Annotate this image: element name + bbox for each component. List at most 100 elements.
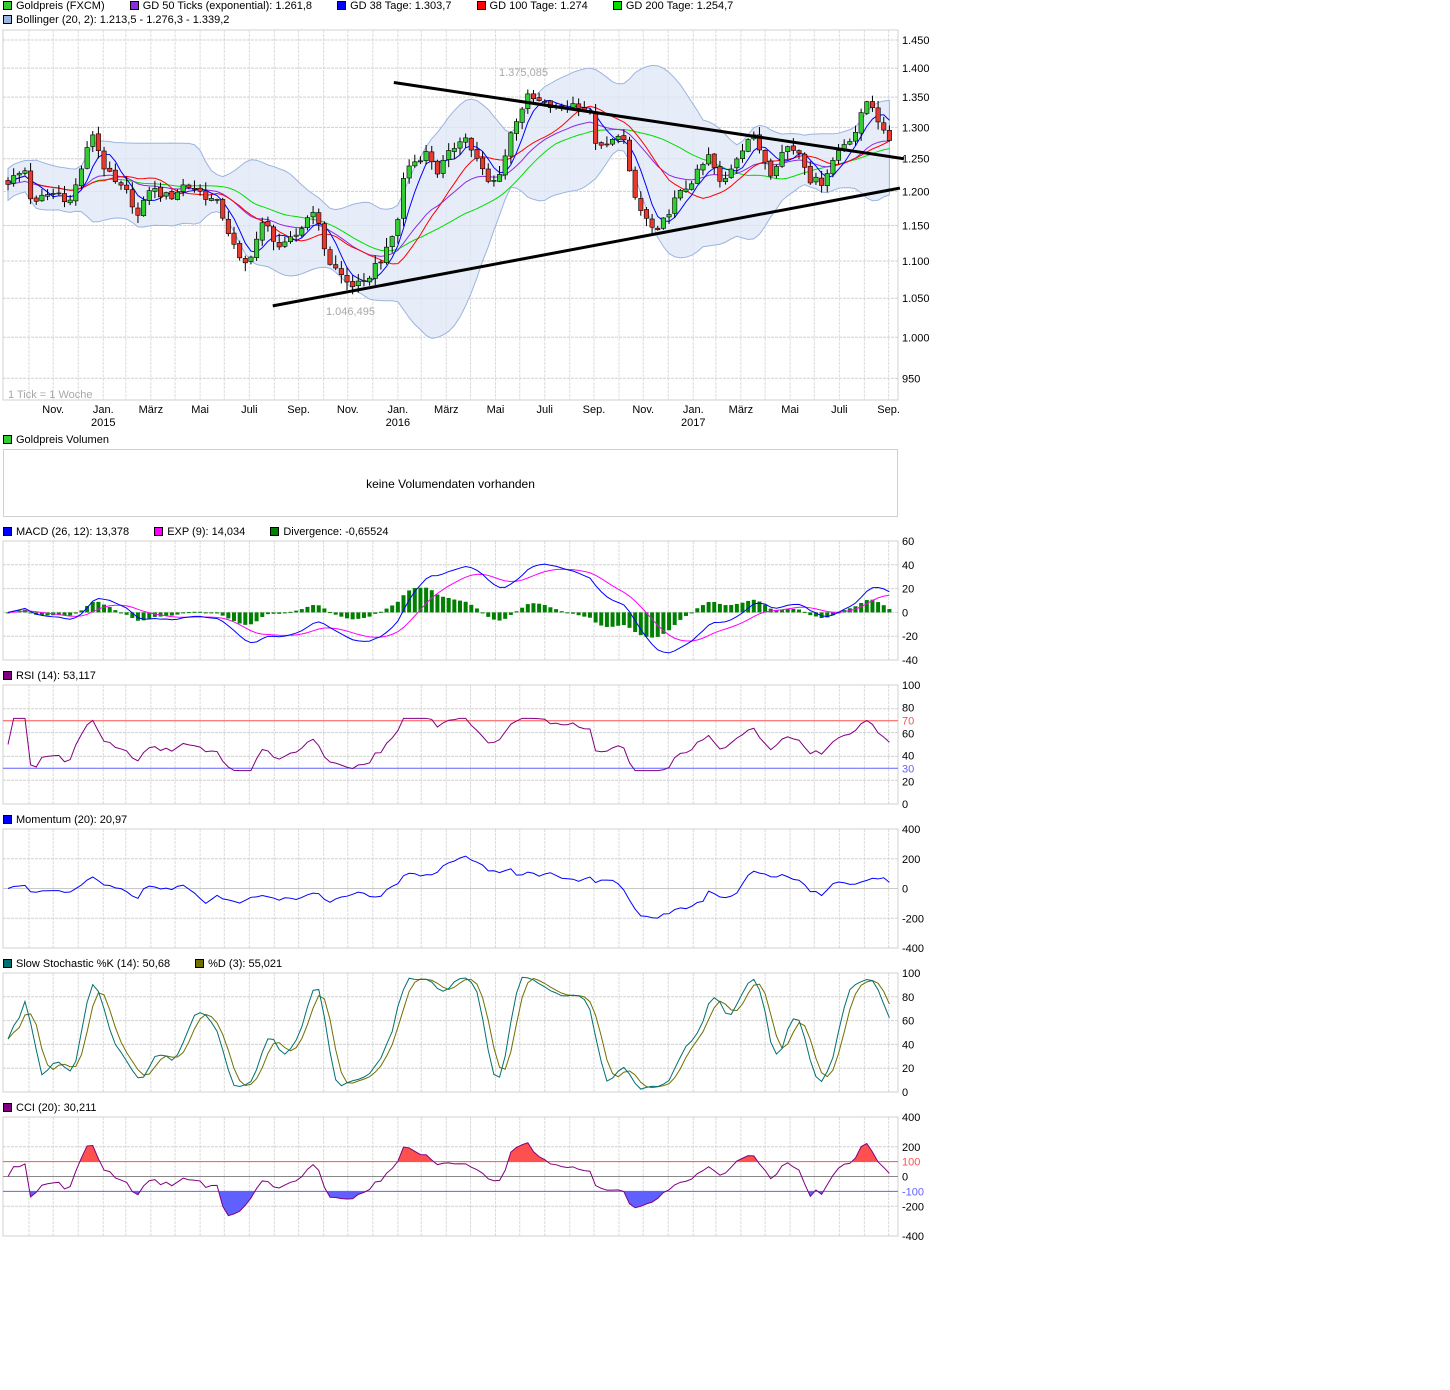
divergence-bar: [627, 612, 632, 628]
macd-line: [7, 563, 890, 654]
candle-body: [813, 176, 819, 183]
divergence-bar: [887, 608, 892, 613]
legend-label: GD 50 Ticks (exponential): 1.261,8: [142, 0, 313, 12]
divergence-bar: [441, 596, 446, 613]
candle-body: [389, 236, 395, 248]
divergence-bar: [192, 611, 197, 613]
candle-body: [881, 122, 887, 131]
divergence-bar: [684, 612, 688, 616]
x-tick-label: März: [139, 404, 163, 416]
candle-body: [344, 275, 350, 283]
candle-body: [299, 228, 305, 236]
legend-swatch: [3, 815, 12, 824]
candle-body: [259, 222, 265, 241]
candle-body: [790, 145, 796, 151]
stoch-legend: Slow Stochastic %K (14): 50,68 %D (3): 5…: [3, 958, 304, 971]
tick-note: 1 Tick = 1 Woche: [8, 389, 93, 401]
candle-body: [265, 221, 271, 227]
divergence-bar: [881, 605, 886, 613]
candle-body: [508, 132, 514, 157]
divergence-bar: [322, 608, 327, 613]
trendline: [272, 186, 901, 308]
legend-label: CCI (20): 30,211: [16, 1102, 97, 1114]
momentum-tick-label: 400: [902, 824, 920, 836]
divergence-bar: [813, 612, 818, 617]
candle-body: [655, 227, 661, 230]
candle-body: [836, 150, 842, 161]
momentum-tick-label: 200: [902, 854, 920, 866]
candle-body: [406, 165, 412, 179]
divergence-bar: [248, 612, 253, 625]
divergence-bar: [582, 612, 587, 617]
candle-body: [107, 167, 113, 172]
candle-body: [734, 158, 740, 169]
divergence-bar: [328, 612, 333, 614]
candle-body: [135, 207, 141, 216]
x-tick-year: 2016: [386, 417, 410, 429]
candle-body: [220, 199, 226, 219]
cci-tick-label: 100: [902, 1157, 920, 1169]
divergence-bar: [73, 612, 78, 614]
divergence-bar: [876, 602, 881, 613]
divergence-bar: [870, 599, 875, 613]
high-price-label: 1.375,085: [499, 67, 548, 79]
candle-body: [830, 160, 836, 175]
x-tick-label: Nov.: [632, 404, 654, 416]
divergence-bar: [418, 587, 423, 613]
legend-stoch-d: %D (3): 55,021: [195, 958, 282, 971]
candle-body: [197, 187, 203, 192]
divergence-bar: [706, 602, 711, 613]
candle-body: [112, 169, 118, 182]
legend-gd100: GD 100 Tage: 1.274: [476, 0, 588, 13]
candle-body: [796, 150, 802, 154]
x-tick-label: Jan.: [387, 404, 408, 416]
candle-body: [50, 193, 56, 195]
divergence-bar: [282, 612, 287, 614]
cci-tick-label: 400: [902, 1112, 920, 1124]
candle-body: [78, 168, 84, 187]
candle-body: [73, 184, 79, 202]
legend-label: Momentum (20): 20,97: [16, 814, 128, 826]
divergence-bar: [497, 612, 502, 621]
legend-swatch: [3, 527, 12, 536]
candle-body: [16, 173, 22, 176]
legend-label: EXP (9): 14,034: [167, 526, 246, 538]
candle-body: [208, 198, 214, 201]
divergence-bar: [729, 604, 734, 613]
x-tick-label: Mai: [781, 404, 799, 416]
candle-body: [338, 268, 344, 276]
candle-body: [350, 281, 356, 287]
divergence-bar: [734, 603, 739, 613]
candle-body: [186, 184, 192, 188]
divergence-bar: [209, 612, 214, 614]
divergence-bar: [113, 610, 118, 613]
divergence-bar: [667, 612, 672, 631]
divergence-bar: [102, 604, 107, 613]
divergence-bar: [90, 601, 95, 613]
rsi-tick-label: 100: [902, 680, 920, 692]
candle-body: [361, 280, 367, 282]
rsi-tick-label: 30: [902, 763, 914, 775]
candle-body: [304, 217, 310, 229]
legend-gd200: GD 200 Tage: 1.254,7: [612, 0, 733, 13]
divergence-bar: [576, 612, 581, 616]
candle-body: [802, 153, 808, 168]
divergence-bar: [633, 612, 638, 632]
x-tick-label: Juli: [831, 404, 848, 416]
divergence-bar: [537, 603, 542, 613]
cci-line: [7, 1142, 890, 1217]
divergence-bar: [864, 600, 869, 613]
legend-gd38: GD 38 Tage: 1.303,7: [337, 0, 451, 13]
candle-body: [756, 134, 762, 151]
legend-swatch: [476, 1, 486, 10]
divergence-bar: [802, 611, 807, 613]
candle-body: [723, 178, 729, 182]
stoch-tick-label: 60: [902, 1016, 914, 1028]
candle-body: [33, 197, 39, 202]
cci-oversold-area: [8, 1191, 890, 1216]
candle-body: [739, 150, 745, 159]
candle-body: [327, 249, 333, 265]
divergence-bar: [62, 612, 67, 616]
candle-body: [417, 160, 423, 163]
candle-body: [593, 111, 599, 144]
